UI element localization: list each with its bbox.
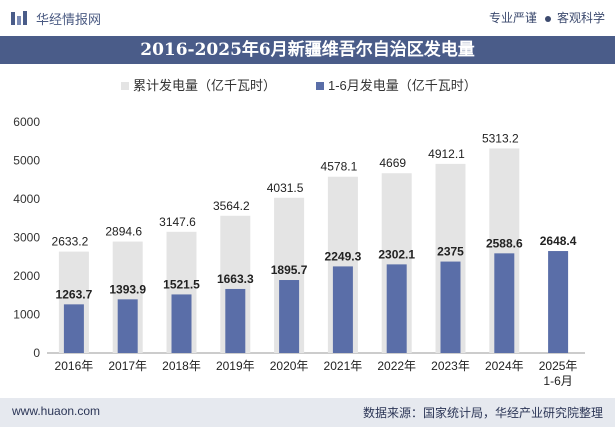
top-bar: 华经情报网 专业严谨 客观科学 bbox=[0, 0, 615, 36]
data-label-monthly: 2375 bbox=[437, 245, 464, 259]
bar-monthly bbox=[386, 264, 407, 353]
data-label-monthly: 2588.6 bbox=[486, 236, 523, 250]
data-label-monthly: 1663.3 bbox=[217, 272, 254, 286]
y-tick-label: 6000 bbox=[13, 115, 40, 129]
data-label-cumulative: 3564.2 bbox=[213, 199, 250, 213]
x-tick-label: 2020年 bbox=[270, 359, 309, 373]
tagline-right: 客观科学 bbox=[556, 11, 605, 25]
data-label-cumulative: 2633.2 bbox=[52, 235, 89, 249]
y-tick-label: 2000 bbox=[13, 269, 40, 283]
y-tick-label: 3000 bbox=[13, 231, 40, 245]
footer-source: 数据来源：国家统计局，华经产业研究院整理 bbox=[362, 406, 603, 420]
tagline: 专业严谨 客观科学 bbox=[489, 9, 605, 26]
data-label-monthly: 1393.9 bbox=[109, 282, 146, 296]
bar-monthly bbox=[225, 288, 246, 353]
legend-label-monthly: 1-6月发电量（亿千瓦时） bbox=[328, 78, 477, 93]
title-bar: 2016-2025年6月新疆维吾尔自治区发电量 bbox=[0, 36, 615, 64]
bar-chart: 累计发电量（亿千瓦时） 1-6月发电量（亿千瓦时） 0 1000 2000 3000 400… bbox=[13, 78, 585, 388]
x-tick-label: 2017年 bbox=[108, 359, 147, 373]
data-label-cumulative: 4912.1 bbox=[428, 147, 465, 161]
legend-swatch-monthly bbox=[316, 82, 324, 90]
x-tick-label: 2024年 bbox=[485, 359, 524, 373]
x-tick-label: 1-6月 bbox=[543, 374, 572, 388]
x-tick-label: 2025年 bbox=[539, 359, 578, 373]
y-tick-label: 4000 bbox=[13, 192, 40, 206]
x-tick-label: 2018年 bbox=[162, 359, 201, 373]
x-tick-label: 2022年 bbox=[377, 359, 416, 373]
y-tick-label: 0 bbox=[33, 346, 40, 360]
x-tick-label: 2019年 bbox=[216, 359, 255, 373]
data-label-monthly: 2302.1 bbox=[378, 247, 415, 261]
data-label-cumulative: 4578.1 bbox=[321, 160, 358, 174]
bar-monthly bbox=[332, 266, 353, 353]
footer-site[interactable]: www.huaon.com bbox=[12, 404, 101, 418]
legend-label-cumulative: 累计发电量（亿千瓦时） bbox=[133, 78, 276, 93]
x-tick-label: 2016年 bbox=[55, 359, 94, 373]
data-label-cumulative: 4669 bbox=[379, 156, 406, 170]
data-label-monthly: 2648.4 bbox=[540, 234, 577, 248]
data-label-monthly: 1521.5 bbox=[163, 277, 200, 291]
data-label-cumulative: 3147.6 bbox=[159, 215, 196, 229]
tagline-left: 专业严谨 bbox=[488, 11, 537, 25]
bar-monthly bbox=[440, 261, 461, 353]
brand-logo-icon bbox=[11, 11, 27, 25]
footer-bar: www.huaon.com 数据来源：国家统计局，华经产业研究院整理 bbox=[0, 398, 615, 427]
data-label-monthly: 2249.3 bbox=[325, 249, 362, 263]
legend-swatch-cumulative bbox=[121, 82, 129, 90]
brand-name: 华经情报网 bbox=[36, 12, 102, 27]
y-tick-label: 5000 bbox=[13, 154, 40, 168]
data-label-cumulative: 4031.5 bbox=[267, 181, 304, 195]
bar-monthly bbox=[117, 299, 138, 353]
data-label-cumulative: 5313.2 bbox=[482, 131, 519, 145]
bar-monthly bbox=[171, 294, 192, 353]
data-label-monthly: 1895.7 bbox=[271, 263, 308, 277]
y-tick-label: 1000 bbox=[13, 308, 40, 322]
bar-monthly bbox=[63, 304, 84, 353]
x-tick-label: 2021年 bbox=[324, 359, 363, 373]
chart-title: 2016-2025年6月新疆维吾尔自治区发电量 bbox=[140, 40, 475, 60]
bar-monthly bbox=[494, 253, 515, 353]
separator-dot-icon bbox=[544, 15, 551, 22]
x-tick-label: 2023年 bbox=[431, 359, 470, 373]
bar-monthly bbox=[279, 280, 300, 353]
data-label-monthly: 1263.7 bbox=[56, 287, 93, 301]
data-label-cumulative: 2894.6 bbox=[105, 225, 142, 239]
bar-monthly bbox=[548, 251, 569, 353]
